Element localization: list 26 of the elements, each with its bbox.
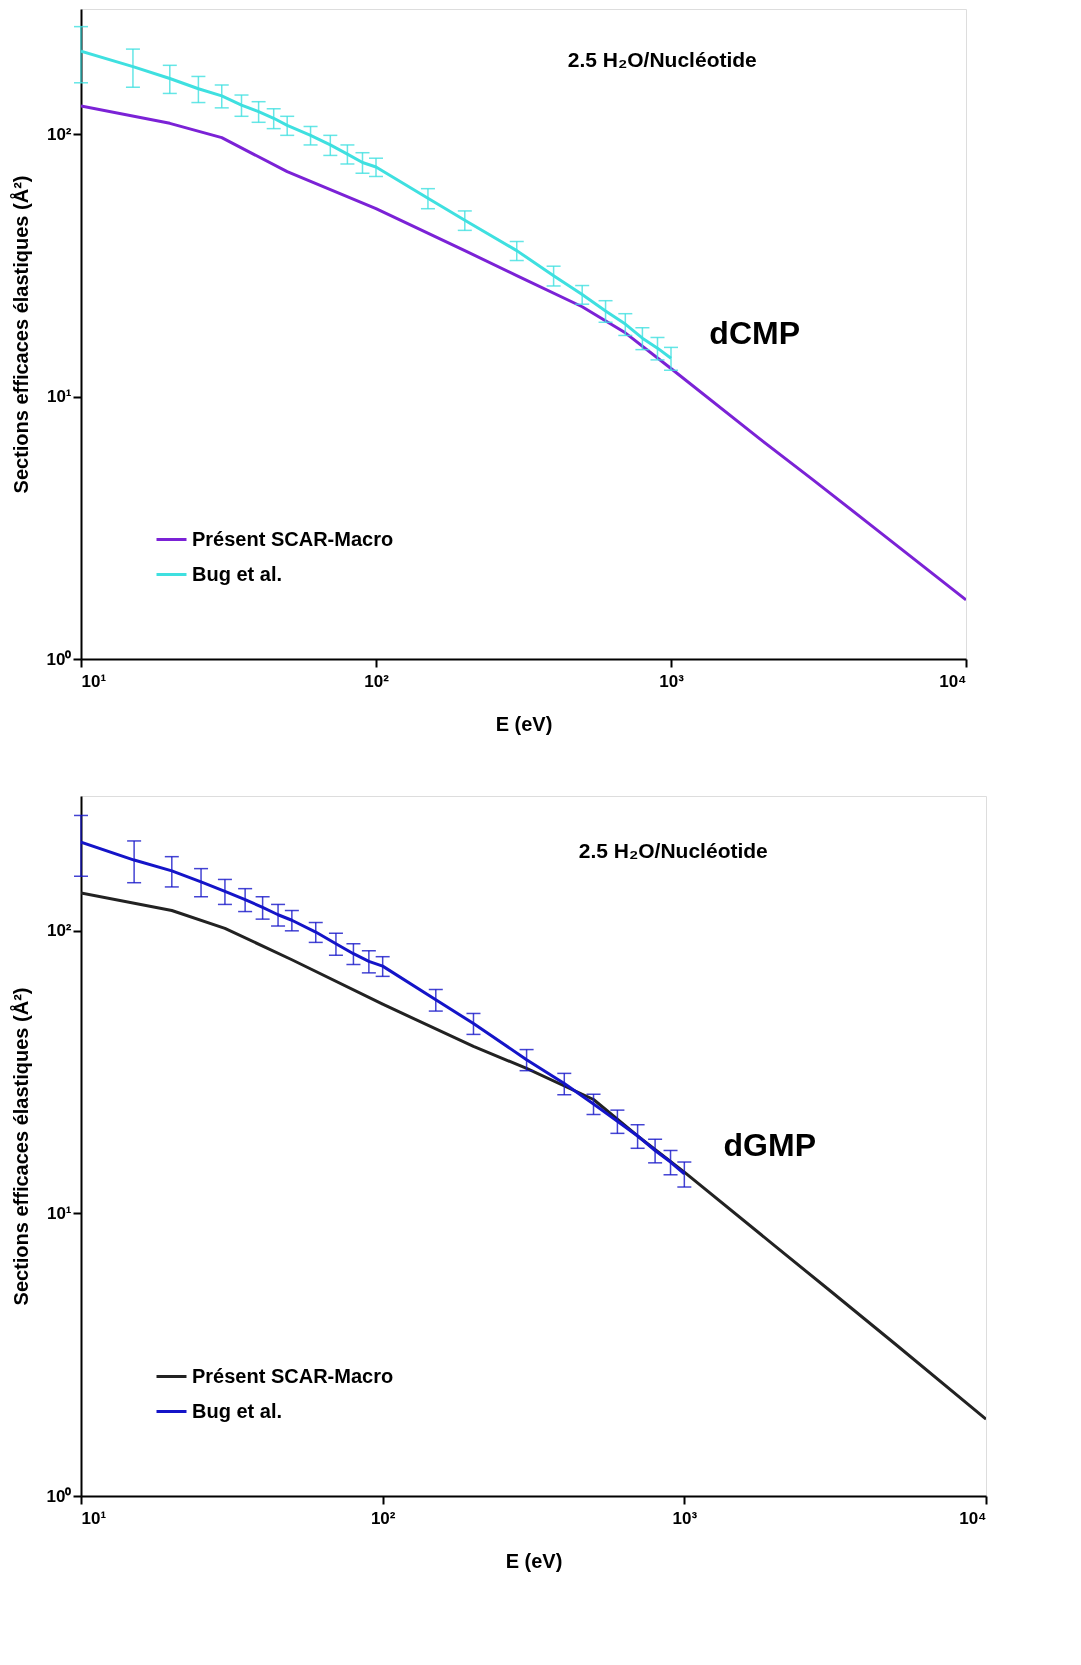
y-tick-label: 10⁰ <box>46 649 72 669</box>
y-tick-label: 10¹ <box>46 1203 72 1223</box>
x-tick-label: 10³ <box>672 1508 698 1528</box>
x-tick-label: 10³ <box>659 671 685 691</box>
annotation: 2.5 H₂O/Nucléotide <box>578 839 768 862</box>
legend-label: Présent SCAR-Macro <box>192 527 394 550</box>
y-tick-label: 10² <box>46 921 72 941</box>
annotation: 2.5 H₂O/Nucléotide <box>567 48 757 71</box>
annotation: dGMP <box>723 1127 816 1163</box>
y-tick-label: 10⁰ <box>46 1486 72 1506</box>
x-tick-label: 10¹ <box>81 1508 107 1528</box>
annotation: dCMP <box>709 315 801 351</box>
x-tick-label: 10⁴ <box>939 671 967 691</box>
y-tick-label: 10² <box>46 124 72 144</box>
x-tick-label: 10⁴ <box>959 1508 987 1528</box>
y-axis-title: Sections efficaces élastiques (Å²) <box>8 987 32 1306</box>
legend-label: Bug et al. <box>192 1399 283 1422</box>
x-tick-label: 10² <box>370 1508 396 1528</box>
x-tick-label: 10¹ <box>81 671 107 691</box>
y-tick-label: 10¹ <box>46 387 72 407</box>
x-axis-title: E (eV) <box>505 1549 563 1572</box>
x-axis-title: E (eV) <box>495 712 553 735</box>
legend-label: Bug et al. <box>192 562 283 585</box>
legend-label: Présent SCAR-Macro <box>192 1364 394 1387</box>
y-axis-title: Sections efficaces élastiques (Å²) <box>8 175 32 494</box>
x-tick-label: 10² <box>364 671 390 691</box>
